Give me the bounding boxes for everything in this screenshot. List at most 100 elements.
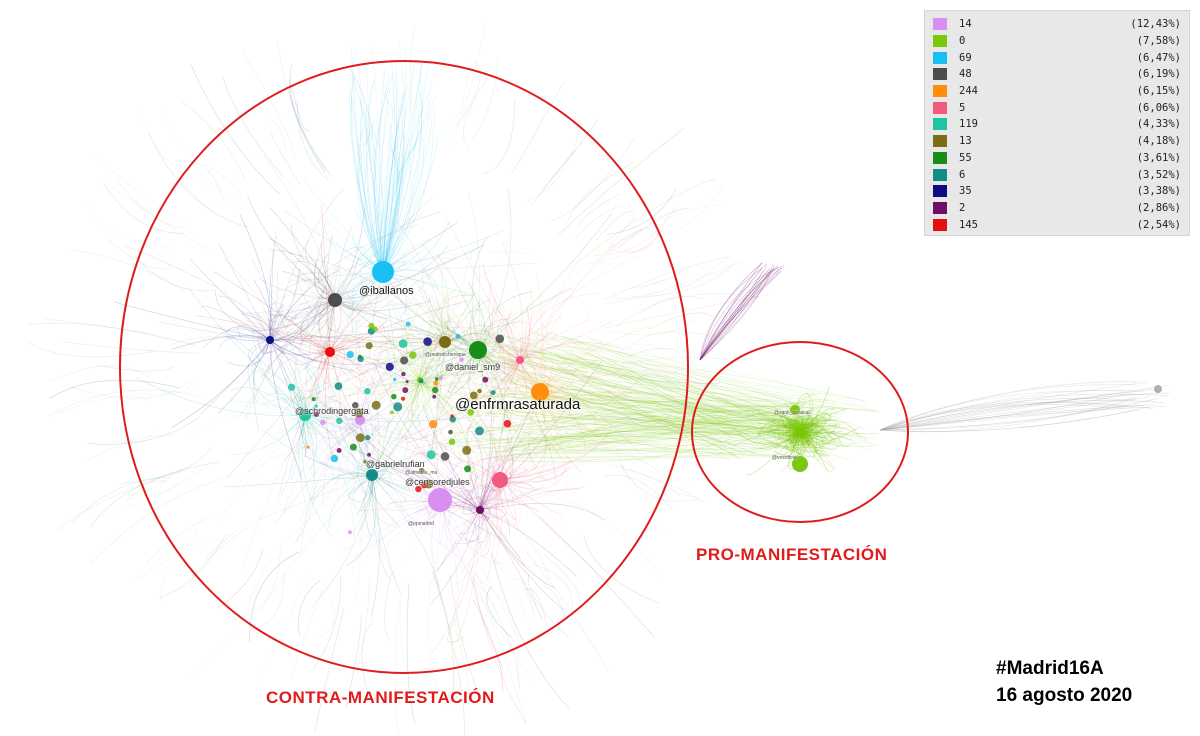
legend-item: 2 (2,86%) xyxy=(933,200,1181,217)
node xyxy=(346,351,354,359)
legend-item: 55 (3,61%) xyxy=(933,150,1181,167)
legend-label: 0 xyxy=(959,35,966,48)
hub-node xyxy=(492,472,508,488)
community-legend: 14 (12,43%) 0 (7,58%) 69 (6,47%) 48 (6,19%) 244 (… xyxy=(924,10,1190,236)
node xyxy=(354,408,364,418)
node xyxy=(495,334,505,344)
legend-item: 0 (7,58%) xyxy=(933,33,1181,50)
legend-label: 5 xyxy=(959,101,966,114)
node xyxy=(1154,385,1162,393)
legend-swatch xyxy=(933,151,947,164)
hub-node xyxy=(439,336,451,348)
node xyxy=(438,375,443,380)
node-label-gabrielrufian: @gabrielrufian xyxy=(366,459,425,469)
node xyxy=(336,417,343,425)
node xyxy=(464,465,472,473)
legend-item: 5 (6,06%) xyxy=(933,99,1181,116)
node xyxy=(459,357,464,362)
contra-cluster-ellipse xyxy=(119,60,689,674)
legend-item: 48 (6,19%) xyxy=(933,66,1181,83)
legend-percentage: (3,38%) xyxy=(1136,185,1181,198)
hub-node xyxy=(372,261,394,283)
legend-label: 6 xyxy=(959,168,966,181)
node xyxy=(467,408,475,416)
node xyxy=(330,454,339,463)
legend-item: 244 (6,15%) xyxy=(933,83,1181,100)
hub-node xyxy=(531,383,549,401)
hub-node xyxy=(469,341,487,359)
node xyxy=(432,394,437,399)
legend-label: 35 xyxy=(959,185,972,198)
node xyxy=(371,400,381,410)
node xyxy=(418,378,424,384)
pro-cluster-title: PRO-MANIFESTACIÓN xyxy=(696,545,888,564)
node xyxy=(306,445,310,449)
hub-node xyxy=(428,488,452,512)
legend-swatch xyxy=(933,68,947,81)
node xyxy=(475,426,484,436)
node-label-censoredjules: @censoredjules xyxy=(405,477,470,487)
graph-nodes xyxy=(266,261,1162,535)
date-label: 16 agosto 2020 xyxy=(996,685,1133,706)
node xyxy=(409,351,417,360)
legend-percentage: (3,52%) xyxy=(1136,168,1181,181)
node xyxy=(391,393,397,400)
node-label-abascal: @santi_abascal xyxy=(774,410,810,416)
legend-label: 48 xyxy=(959,68,972,81)
legend-swatch xyxy=(933,118,947,131)
legend-label: 244 xyxy=(959,85,978,98)
legend-label: 145 xyxy=(959,218,978,231)
hub-node xyxy=(328,293,342,307)
legend-swatch xyxy=(933,168,947,181)
node xyxy=(455,333,461,339)
contra-cluster-title: CONTRA-MANIFESTACIÓN xyxy=(266,688,495,707)
legend-percentage: (6,19%) xyxy=(1136,68,1181,81)
node xyxy=(433,380,439,386)
legend-item: 14 (12,43%) xyxy=(933,16,1181,33)
node xyxy=(423,337,432,346)
node xyxy=(482,376,489,383)
node xyxy=(349,443,357,451)
node xyxy=(418,467,425,474)
node xyxy=(311,397,316,402)
node xyxy=(385,362,394,371)
legend-item: 145 (2,54%) xyxy=(933,216,1181,233)
node xyxy=(314,404,318,408)
node-label-schrodingergata: @schrodingergata xyxy=(295,406,369,416)
node xyxy=(400,356,409,365)
node xyxy=(426,450,436,460)
node xyxy=(432,386,439,394)
node xyxy=(469,391,478,400)
legend-swatch xyxy=(933,135,947,148)
node xyxy=(415,485,422,493)
legend-item: 119 (4,33%) xyxy=(933,116,1181,133)
node xyxy=(334,382,343,390)
node xyxy=(363,460,367,464)
node xyxy=(365,342,373,350)
node xyxy=(405,380,409,384)
node xyxy=(313,411,319,417)
node xyxy=(398,339,408,348)
node xyxy=(429,420,438,429)
node xyxy=(348,530,352,535)
legend-label: 13 xyxy=(959,135,972,148)
legend-item: 69 (6,47%) xyxy=(933,49,1181,66)
node xyxy=(357,355,364,363)
legend-item: 6 (3,52%) xyxy=(933,166,1181,183)
hub-node xyxy=(325,347,335,357)
node xyxy=(288,383,296,391)
legend-swatch xyxy=(933,85,947,98)
legend-swatch xyxy=(933,51,947,64)
pro-cluster-ellipse xyxy=(691,341,909,523)
legend-item: 35 (3,38%) xyxy=(933,183,1181,200)
node xyxy=(448,438,456,446)
hashtag-label: #Madrid16A xyxy=(996,658,1104,679)
node-label-iballanos: @iballanos xyxy=(359,285,414,297)
legend-label: 119 xyxy=(959,118,978,131)
node xyxy=(462,445,472,455)
legend-percentage: (2,86%) xyxy=(1136,201,1181,214)
node-label-echenique: @pedroechenique xyxy=(425,352,466,358)
node xyxy=(448,429,453,435)
node xyxy=(490,390,496,395)
